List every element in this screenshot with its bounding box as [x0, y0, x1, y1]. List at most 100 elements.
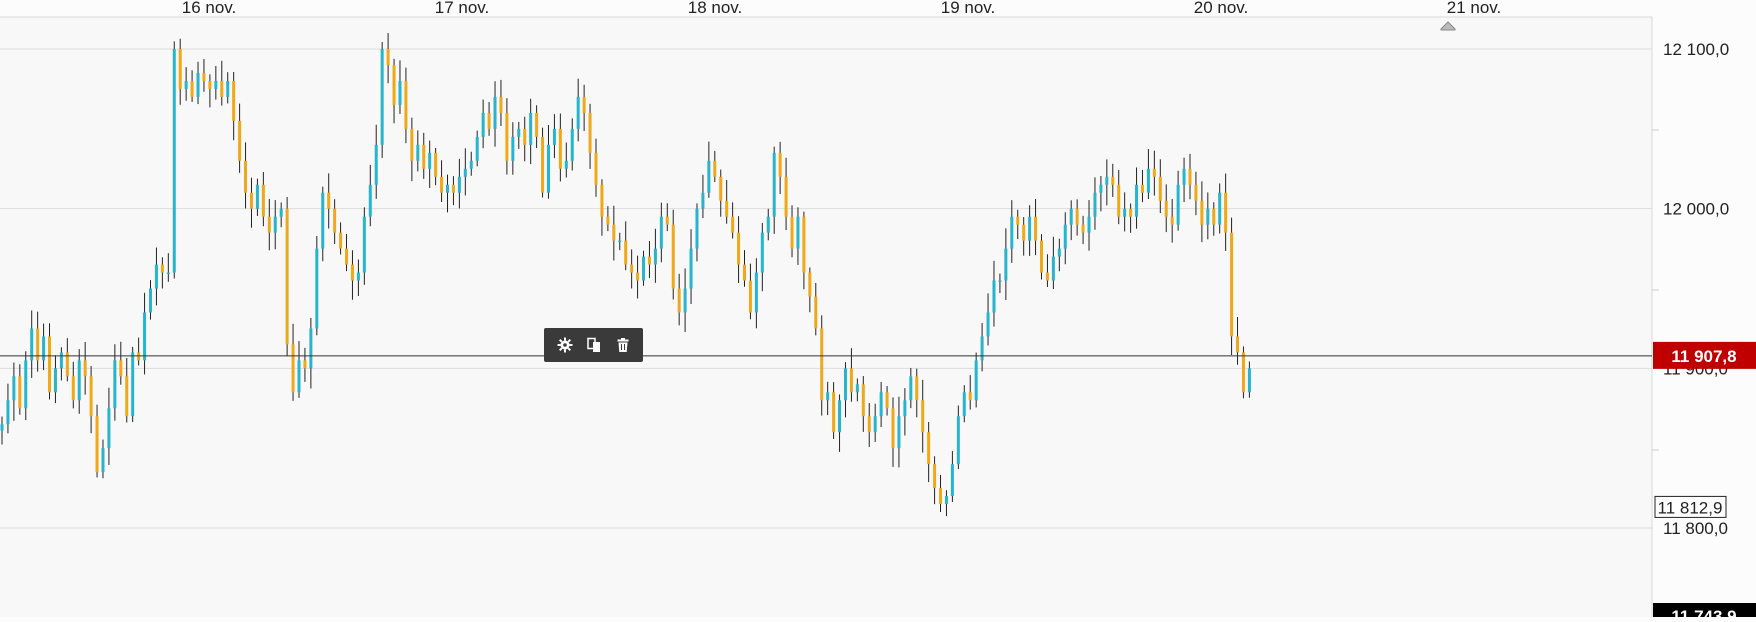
candle-up [1176, 184, 1180, 225]
candle-down [244, 160, 248, 193]
candle-down [1230, 232, 1234, 337]
candle-down [48, 336, 52, 393]
candle-up [695, 208, 699, 249]
candle-down [1170, 216, 1174, 225]
candle-down [523, 128, 527, 145]
candle-up [1093, 192, 1097, 217]
candle-up [897, 416, 901, 449]
candle-down [178, 49, 182, 89]
candle-up [517, 128, 521, 137]
candle-up [1004, 248, 1008, 281]
candle-down [541, 136, 545, 193]
trash-icon [617, 338, 628, 352]
candle-up [214, 80, 218, 89]
candle-up [683, 288, 687, 313]
candle-up [576, 96, 580, 129]
candle-up [653, 248, 657, 265]
settings-button[interactable] [553, 333, 577, 357]
candle-down [594, 152, 598, 185]
candle-down [386, 49, 390, 65]
candle-down [327, 192, 331, 209]
candle-up [362, 216, 366, 273]
candle-down [1040, 240, 1043, 273]
candle-up [998, 280, 1002, 283]
candle-down [582, 96, 586, 113]
candle-up [457, 176, 461, 193]
x-tick-label: 18 nov. [688, 0, 743, 17]
candle-up [944, 496, 948, 505]
candle-up [42, 336, 46, 361]
candle-up [469, 160, 473, 169]
candle-down [814, 296, 818, 329]
candle-down [410, 128, 414, 161]
candle-up [1051, 256, 1055, 281]
candles[interactable] [0, 33, 1251, 517]
candle-up [143, 312, 147, 361]
candle-up [570, 128, 574, 161]
candle-up [760, 232, 764, 273]
candle-down [160, 264, 164, 273]
candle-down [1129, 208, 1133, 217]
candle-up [321, 192, 325, 249]
clone-button[interactable] [582, 333, 606, 357]
candle-up [909, 376, 913, 401]
candle-down [404, 80, 408, 129]
candle-down [440, 176, 444, 193]
candle-down [885, 392, 889, 409]
candle-down [125, 376, 129, 417]
x-axis-labels: 16 nov. 17 nov. 18 nov. 19 nov. 20 nov. 21 no… [182, 0, 1502, 17]
y-tick-label: 12 100,0 [1663, 40, 1729, 59]
candle-down [1158, 176, 1162, 201]
candle-up [564, 160, 568, 169]
x-tick-label: 21 nov. [1447, 0, 1502, 17]
candle-up [154, 264, 158, 289]
candle-up [754, 272, 758, 313]
candle-down [790, 216, 794, 249]
candle-down [820, 328, 824, 401]
candle-up [24, 360, 28, 409]
candle-down [1164, 200, 1168, 217]
candle-up [113, 360, 117, 409]
candle-up [53, 368, 57, 393]
candle-down [392, 64, 396, 105]
candle-up [879, 392, 883, 417]
x-tick-label: 20 nov. [1194, 0, 1249, 17]
candle-down [1200, 200, 1204, 225]
candle-down [267, 216, 271, 233]
candle-down [861, 384, 865, 417]
candle-up [12, 376, 16, 401]
candle-up [962, 392, 966, 417]
candle-down [333, 208, 337, 233]
y-tick-label: 11 800,0 [1663, 519, 1728, 538]
candle-up [398, 80, 402, 105]
candle-up [30, 328, 34, 361]
x-tick-label: 17 nov. [435, 0, 490, 17]
candle-up [255, 184, 259, 209]
candle-up [356, 272, 360, 281]
drawing-toolbar[interactable] [544, 328, 643, 362]
candle-down [1140, 184, 1144, 193]
candle-down [849, 368, 853, 393]
candle-down [89, 376, 93, 417]
candle-up [101, 448, 105, 473]
candle-up [463, 168, 467, 177]
candle-up [493, 96, 497, 129]
candle-down [1194, 184, 1198, 201]
candle-up [974, 360, 978, 401]
candle-up [826, 392, 830, 401]
candle-up [226, 80, 230, 97]
candle-up [309, 328, 313, 369]
candle-up [618, 240, 622, 243]
candle-down [743, 264, 746, 281]
candle-down [778, 152, 782, 177]
candle-down [1022, 224, 1026, 241]
candle-up [6, 400, 10, 425]
delete-button[interactable] [611, 333, 635, 357]
candle-down [1224, 192, 1228, 233]
candle-up [986, 312, 990, 337]
candle-up [511, 136, 515, 161]
candle-up [481, 112, 485, 137]
candle-up [1247, 368, 1251, 393]
